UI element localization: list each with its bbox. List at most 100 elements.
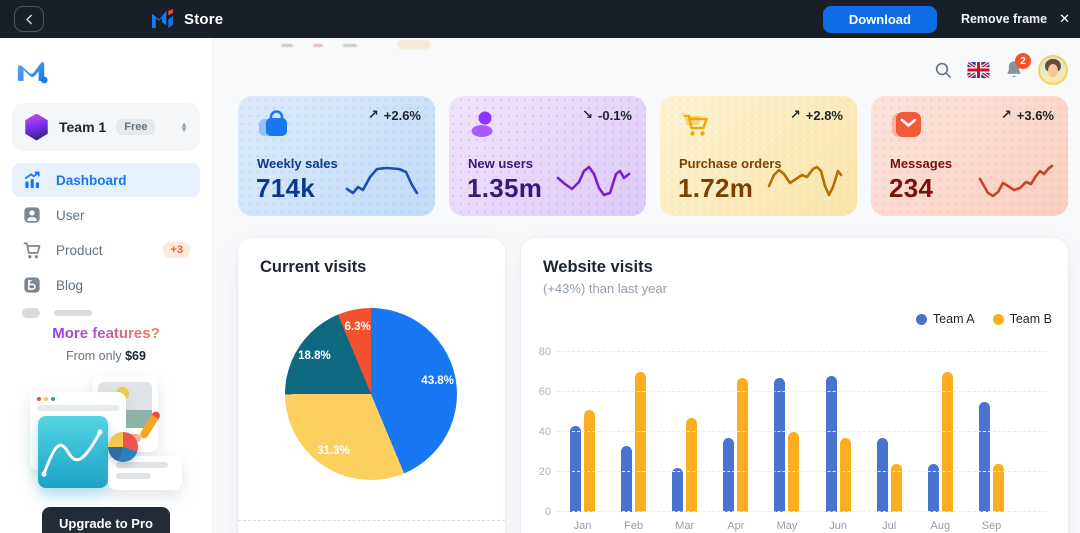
sparkline-chart xyxy=(978,164,1054,198)
trend-arrow-icon: ↗ xyxy=(789,107,801,122)
bar-group-jan: Jan xyxy=(557,352,608,532)
legend-item-team-a[interactable]: Team A xyxy=(915,312,975,326)
bar-team-a[interactable] xyxy=(672,468,684,512)
team-name: Team 1 xyxy=(59,119,107,135)
bar-team-b[interactable] xyxy=(737,378,749,512)
stat-value: 234 xyxy=(889,173,934,203)
bar-group-jul: Jul xyxy=(864,352,915,532)
y-axis-tick: 40 xyxy=(538,426,551,438)
bar-group-feb: Feb xyxy=(608,352,659,532)
bar-team-a[interactable] xyxy=(876,438,888,512)
stat-card-new-users: ↘ -0.1% New users 1.35m xyxy=(449,96,646,216)
sidebar-item-blog[interactable]: Blog xyxy=(12,268,200,302)
legend-label: Team B xyxy=(1009,312,1052,326)
search-icon xyxy=(935,62,951,78)
bar-team-b[interactable] xyxy=(584,410,596,512)
team-plan-badge: Free xyxy=(116,119,156,135)
uk-flag-icon xyxy=(967,62,990,78)
bar-team-b[interactable] xyxy=(635,372,647,512)
pie-slice-label: 18.8% xyxy=(298,350,331,363)
bar-group-apr: Apr xyxy=(710,352,761,532)
trend-arrow-icon: ↗ xyxy=(367,107,379,122)
bar-team-b[interactable] xyxy=(890,464,902,512)
language-button[interactable] xyxy=(967,62,990,78)
sidebar-item-user[interactable]: User xyxy=(12,198,200,232)
bar-team-a[interactable] xyxy=(927,464,939,512)
stat-card-purchase-orders: ↗ +2.8% Purchase orders 1.72m xyxy=(660,96,857,216)
stat-label: New users xyxy=(468,156,534,171)
sidebar-item-dashboard[interactable]: Dashboard xyxy=(12,163,200,197)
x-axis-label: Mar xyxy=(675,520,695,532)
mui-store-logo: Store xyxy=(150,8,223,30)
back-button[interactable] xyxy=(14,6,44,32)
legend-dot-icon xyxy=(915,313,927,325)
stats-row: ↗ +2.6% Weekly sales 714k ↘ -0.1% xyxy=(238,96,1068,216)
bar-team-a[interactable] xyxy=(723,438,735,512)
stat-label: Weekly sales xyxy=(257,156,338,171)
bar-team-a[interactable] xyxy=(825,376,837,512)
stat-value: 1.35m xyxy=(467,173,543,203)
mui-logo-icon xyxy=(152,8,173,28)
y-axis-tick: 20 xyxy=(538,466,551,478)
sidebar-item-product[interactable]: Product +3 xyxy=(12,233,200,267)
y-axis-tick: 0 xyxy=(544,506,551,518)
bar-team-b[interactable] xyxy=(941,372,953,512)
bar-team-b[interactable] xyxy=(839,438,851,512)
gridline: 0 xyxy=(545,506,1046,518)
upgrade-promo: More features? From only $69 xyxy=(0,325,212,533)
download-button[interactable]: Download xyxy=(822,5,937,33)
notification-count-badge: 2 xyxy=(1015,53,1031,69)
legend-label: Team A xyxy=(932,312,975,326)
pie-slice-label: 31.3% xyxy=(317,444,350,457)
upgrade-to-pro-button[interactable]: Upgrade to Pro xyxy=(42,507,170,533)
team-selector[interactable]: Team 1 Free ▲ ▼ xyxy=(12,103,200,151)
arrow-left-icon xyxy=(25,14,32,24)
sparkline-chart xyxy=(556,165,631,197)
trend-arrow-icon: ↗ xyxy=(1000,107,1012,122)
bar-team-a[interactable] xyxy=(570,426,582,512)
bar-team-a[interactable] xyxy=(978,402,990,512)
search-button[interactable] xyxy=(934,61,952,79)
minimal-logo-icon xyxy=(17,62,48,84)
card-title: Current visits xyxy=(260,258,367,276)
bar-group-may: May xyxy=(761,352,812,532)
sidebar: Team 1 Free ▲ ▼ Dashboard User P xyxy=(0,38,213,533)
y-axis-tick: 80 xyxy=(538,346,551,358)
legend-dot-icon xyxy=(992,313,1004,325)
x-axis-label: Jan xyxy=(573,520,592,532)
illustration-pie-icon xyxy=(108,432,138,462)
promo-price-line: From only $69 xyxy=(0,349,212,363)
website-visits-card: Website visits (+43%) than last year Tea… xyxy=(521,238,1068,533)
user-avatar[interactable] xyxy=(1038,55,1068,85)
sparkline-chart xyxy=(345,166,419,195)
bar-plot: Jan Feb Mar Apr May Jun Jul Aug Sep 0 20 40 60 80 xyxy=(539,346,1046,532)
user-icon xyxy=(22,205,42,225)
x-axis-label: Apr xyxy=(727,520,745,532)
sidebar-item-partial xyxy=(22,305,190,321)
bar-team-a[interactable] xyxy=(774,378,786,512)
unfold-more-icon: ▲ ▼ xyxy=(180,120,188,134)
legend-item-team-b[interactable]: Team B xyxy=(992,312,1052,326)
pie-chart[interactable]: 43.8% 31.3% 18.8% 6.3% xyxy=(285,308,457,480)
bar-groups: Jan Feb Mar Apr May Jun Jul Aug Sep xyxy=(557,352,1017,532)
close-icon[interactable]: ✕ xyxy=(1059,11,1070,26)
x-axis-label: May xyxy=(776,520,798,532)
sidebar-item-label: Product xyxy=(56,242,103,258)
bar-team-b[interactable] xyxy=(788,432,800,512)
bar-group-jun: Jun xyxy=(813,352,864,532)
pie-slice-label: 43.8% xyxy=(421,374,454,387)
bar-team-a[interactable] xyxy=(621,446,633,512)
notifications-button[interactable]: 2 xyxy=(1005,53,1031,80)
x-axis-label: Jun xyxy=(829,520,847,532)
stat-delta: ↗ +2.6% xyxy=(367,107,421,123)
bar-team-b[interactable] xyxy=(992,464,1004,512)
bar-team-b[interactable] xyxy=(686,418,698,512)
remove-frame-link[interactable]: Remove frame xyxy=(960,12,1048,26)
bar-group-sep: Sep xyxy=(966,352,1017,532)
blog-icon xyxy=(22,275,42,295)
promo-illustration xyxy=(30,376,182,492)
stat-delta: ↗ +3.6% xyxy=(1000,107,1054,123)
app-window: Team 1 Free ▲ ▼ Dashboard User P xyxy=(0,38,1080,533)
main-content: 2 ↗ +2.6% Weekly sales 714k xyxy=(213,38,1080,533)
x-axis-label: Aug xyxy=(930,520,951,532)
